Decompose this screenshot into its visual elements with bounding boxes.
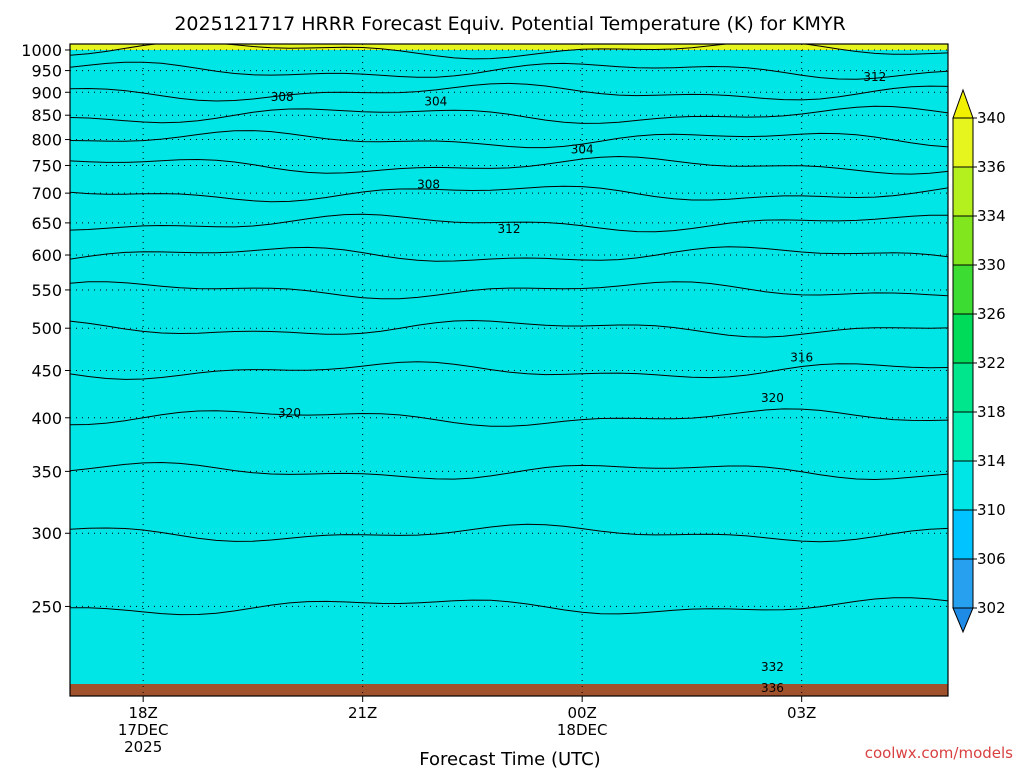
plot-area — [69, 43, 949, 697]
contour-line — [70, 281, 948, 300]
chart-title: 2025121717 HRRR Forecast Equiv. Potentia… — [174, 13, 845, 35]
contour-line — [70, 61, 948, 80]
y-tick-label: 350 — [31, 462, 62, 481]
contour-line — [70, 319, 948, 338]
x-tick-date: 17DEC — [118, 721, 169, 739]
contour-line — [70, 408, 948, 427]
x-tick-label: 03Z — [787, 704, 816, 722]
band-bottom — [70, 49, 948, 696]
y-tick-label: 800 — [31, 131, 62, 150]
contour-label: 304 — [424, 94, 447, 108]
colorbar-label: 318 — [977, 403, 1006, 421]
contour-label: 304 — [571, 143, 594, 157]
contour-line — [70, 246, 948, 262]
y-axis: 250 300 350 400 450 500 550 600 650 700 750 800 850 9… — [21, 41, 70, 616]
contour-line — [70, 82, 948, 102]
y-tick-label: 700 — [31, 184, 62, 203]
contour-label: 308 — [417, 178, 440, 192]
contour-line — [70, 44, 948, 60]
y-tick-label: 850 — [31, 106, 62, 125]
y-tick-label: 900 — [31, 83, 62, 102]
x-tick-date: 18DEC — [557, 721, 608, 739]
contour-line — [70, 523, 948, 543]
contour-label: 320 — [761, 391, 784, 405]
colorbar-bottom-arrow — [952, 607, 974, 634]
x-axis-label: Forecast Time (UTC) — [419, 749, 600, 768]
contour-line — [70, 461, 948, 481]
y-tick-label: 550 — [31, 281, 62, 300]
contour-line — [70, 155, 948, 175]
colorbar-label: 314 — [977, 452, 1006, 470]
y-tick-label: 650 — [31, 214, 62, 233]
credit-text: coolwx.com/models — [865, 744, 1013, 762]
colorbar-segment — [952, 117, 974, 168]
colorbar-label: 336 — [977, 158, 1006, 176]
y-tick-label: 750 — [31, 156, 62, 175]
contour-line — [70, 213, 948, 233]
colorbar-segment — [952, 264, 974, 315]
y-tick-label: 300 — [31, 524, 62, 543]
colorbar-label: 340 — [977, 109, 1006, 127]
y-tick-label: 250 — [31, 597, 62, 616]
contour-label: 312 — [863, 70, 886, 84]
x-tick-label: 21Z — [348, 704, 377, 722]
contour-label: 336 — [761, 681, 784, 695]
contour-label: 312 — [498, 222, 521, 236]
colorbar-segment — [952, 362, 974, 413]
colorbar-segment — [952, 509, 974, 560]
x-tick-label: 00Z — [567, 704, 596, 722]
colorbar-top-arrow — [952, 88, 974, 119]
colorbar-segment — [952, 166, 974, 217]
colorbar-label: 330 — [977, 256, 1006, 274]
contour-line — [70, 361, 948, 380]
colorbar: 302 306 310 314 318 322 326 330 334 336 340 — [952, 88, 1006, 634]
grid-lines — [70, 44, 948, 696]
colorbar-segment — [952, 215, 974, 266]
contour-label: 308 — [271, 90, 294, 104]
x-tick-label: 18Z — [128, 704, 157, 722]
y-tick-label: 600 — [31, 246, 62, 265]
contour-label: 320 — [278, 406, 301, 420]
x-tick-year: 2025 — [124, 738, 162, 756]
colorbar-label: 302 — [977, 599, 1006, 617]
colorbar-label: 334 — [977, 207, 1006, 225]
y-tick-label: 500 — [31, 319, 62, 338]
colorbar-segment — [952, 460, 974, 511]
contour-line — [70, 185, 948, 203]
colorbar-segment — [952, 313, 974, 364]
colorbar-segment — [952, 558, 974, 609]
colorbar-segment — [952, 411, 974, 462]
contour-label: 316 — [790, 350, 813, 364]
colorbar-label: 310 — [977, 501, 1006, 519]
ground-strip — [70, 684, 948, 696]
y-tick-label: 400 — [31, 409, 62, 428]
y-tick-label: 950 — [31, 62, 62, 81]
y-tick-label: 1000 — [21, 41, 62, 60]
y-tick-label: 450 — [31, 361, 62, 380]
contour-labels: 336 332 320 320 316 312 308 304 304 308 312 — [271, 70, 887, 695]
contour-line — [70, 105, 948, 124]
colorbar-label: 326 — [977, 305, 1006, 323]
colorbar-label: 322 — [977, 354, 1006, 372]
contour-label: 332 — [761, 660, 784, 674]
colorbar-label: 306 — [977, 550, 1006, 568]
